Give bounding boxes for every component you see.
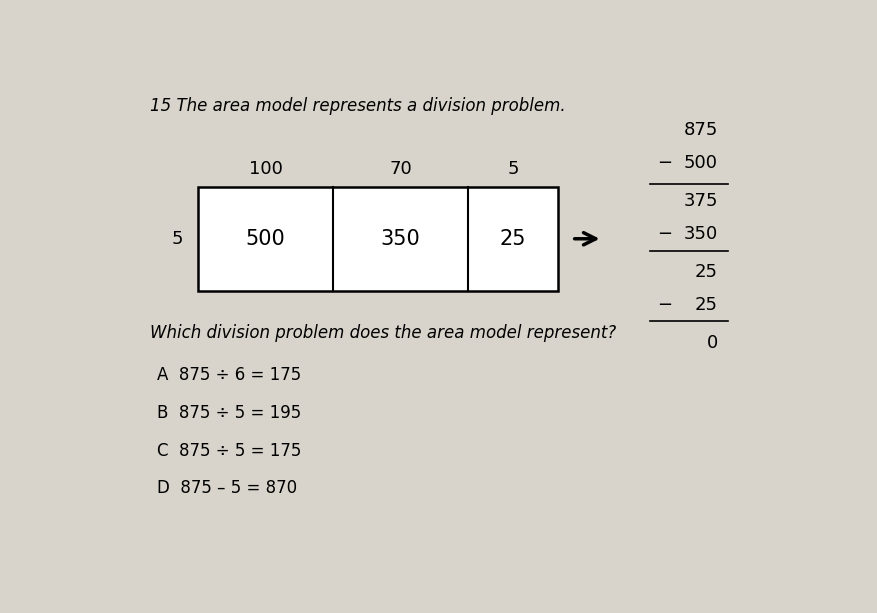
Text: 5: 5 — [172, 230, 183, 248]
Text: 500: 500 — [246, 229, 285, 249]
Text: 100: 100 — [248, 161, 282, 178]
Text: 350: 350 — [381, 229, 420, 249]
Text: C  875 ÷ 5 = 175: C 875 ÷ 5 = 175 — [157, 442, 302, 460]
Text: 5: 5 — [508, 161, 519, 178]
Text: B  875 ÷ 5 = 195: B 875 ÷ 5 = 195 — [157, 404, 302, 422]
Text: 500: 500 — [684, 154, 718, 172]
Text: −: − — [657, 154, 672, 172]
Text: −: − — [657, 296, 672, 314]
Text: 875: 875 — [683, 121, 718, 139]
Text: Which division problem does the area model represent?: Which division problem does the area mod… — [151, 324, 617, 341]
Text: 25: 25 — [500, 229, 526, 249]
Text: A  875 ÷ 6 = 175: A 875 ÷ 6 = 175 — [157, 366, 302, 384]
Text: 70: 70 — [389, 161, 412, 178]
Text: −: − — [657, 225, 672, 243]
Text: 25: 25 — [695, 296, 718, 314]
Text: 25: 25 — [695, 263, 718, 281]
Text: 375: 375 — [683, 192, 718, 210]
Text: 350: 350 — [684, 225, 718, 243]
Text: 15 The area model represents a division problem.: 15 The area model represents a division … — [151, 97, 566, 115]
Bar — [198, 187, 559, 291]
Text: 0: 0 — [707, 333, 718, 352]
Text: D  875 – 5 = 870: D 875 – 5 = 870 — [157, 479, 297, 498]
